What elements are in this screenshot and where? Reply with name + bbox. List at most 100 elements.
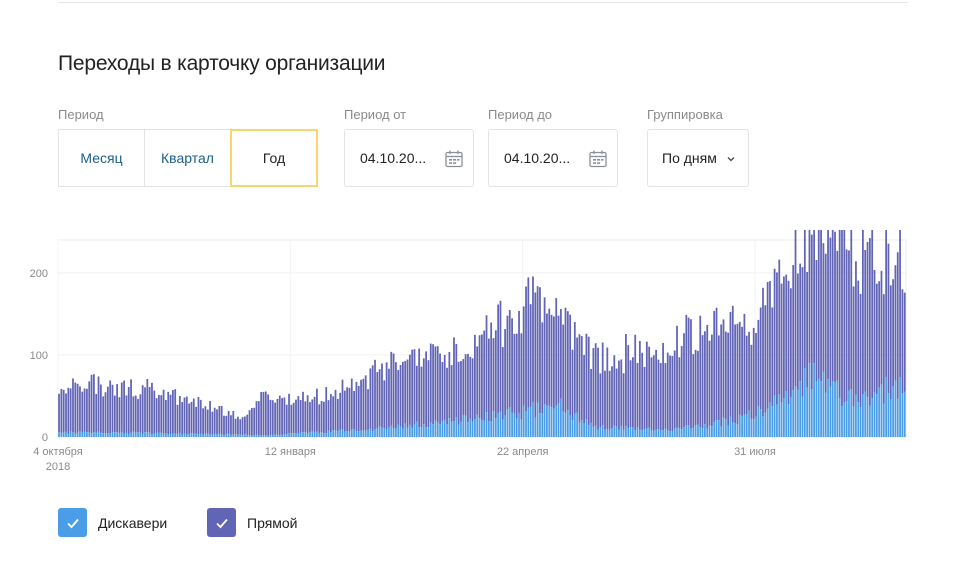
bar-direct xyxy=(255,401,258,435)
bar-discovery xyxy=(264,435,267,437)
period-month-button[interactable]: Месяц xyxy=(58,129,145,187)
bar-direct xyxy=(627,345,630,429)
bar-direct xyxy=(239,419,242,435)
bar-direct xyxy=(520,333,523,420)
bar-discovery xyxy=(69,431,72,437)
bar-direct xyxy=(620,359,623,426)
bar-discovery xyxy=(174,433,177,437)
bar-direct xyxy=(97,376,100,432)
bar-direct xyxy=(499,300,502,412)
bar-discovery xyxy=(776,404,778,437)
bar-direct xyxy=(102,396,105,434)
bar-direct xyxy=(318,404,321,433)
bar-direct xyxy=(534,292,537,418)
bar-direct xyxy=(899,230,901,378)
bar-discovery xyxy=(267,435,270,437)
bar-discovery xyxy=(478,418,481,437)
period-quarter-button[interactable]: Квартал xyxy=(144,129,231,187)
x-tick-label: 12 января xyxy=(265,446,316,458)
bar-direct xyxy=(892,279,894,387)
bar-discovery xyxy=(685,425,688,437)
bar-discovery xyxy=(852,406,855,437)
bar-discovery xyxy=(253,435,256,437)
x-tick-label: 2018 xyxy=(46,461,70,473)
bar-direct xyxy=(592,348,595,427)
bar-discovery xyxy=(843,402,846,437)
bar-direct xyxy=(167,391,170,435)
period-to-label: Период до xyxy=(488,107,553,122)
bar-direct xyxy=(436,346,439,423)
bar-direct xyxy=(134,395,137,433)
checkbox-direct[interactable] xyxy=(207,508,236,537)
bar-direct xyxy=(817,230,820,379)
bar-discovery xyxy=(441,421,444,437)
bar-direct xyxy=(144,387,146,433)
bar-direct xyxy=(357,385,360,431)
bar-direct xyxy=(857,280,860,403)
bar-discovery xyxy=(65,431,67,437)
bar-discovery xyxy=(525,411,527,437)
bar-direct xyxy=(683,333,685,428)
bar-discovery xyxy=(230,434,232,437)
bar-discovery xyxy=(446,424,448,437)
grouping-label: Группировка xyxy=(647,107,723,122)
bar-direct xyxy=(439,353,441,425)
bar-direct xyxy=(348,387,351,432)
bar-discovery xyxy=(743,414,746,437)
bar-discovery xyxy=(855,394,857,437)
bar-direct xyxy=(364,375,367,431)
bar-discovery xyxy=(120,431,123,437)
legend-item-discovery[interactable]: Дискавери xyxy=(58,508,167,537)
bar-discovery xyxy=(829,386,832,437)
bar-direct xyxy=(92,374,95,433)
bar-direct xyxy=(202,408,204,435)
period-label: Период xyxy=(58,107,104,122)
bar-discovery xyxy=(866,397,869,437)
period-year-button[interactable]: Год xyxy=(230,129,318,187)
bar-discovery xyxy=(894,380,897,437)
calendar-icon[interactable] xyxy=(444,149,464,169)
bar-discovery xyxy=(769,402,771,437)
bar-discovery xyxy=(659,430,662,437)
calendar-icon[interactable] xyxy=(588,149,608,169)
bar-direct xyxy=(86,388,88,433)
bar-discovery xyxy=(320,432,323,437)
bar-discovery xyxy=(255,434,258,437)
bar-direct xyxy=(185,396,188,435)
legend-item-direct[interactable]: Прямой xyxy=(207,508,298,537)
bar-direct xyxy=(346,387,349,432)
bar-direct xyxy=(678,357,681,429)
bar-discovery xyxy=(848,390,850,437)
date-from-field[interactable]: 04.10.20... xyxy=(344,129,474,187)
bar-direct xyxy=(831,230,834,382)
bar-direct xyxy=(680,346,683,430)
bar-discovery xyxy=(680,429,683,437)
bar-discovery xyxy=(199,433,202,437)
bar-direct xyxy=(636,362,639,428)
bar-direct xyxy=(868,238,871,406)
grouping-select[interactable]: По дням xyxy=(647,129,749,187)
bar-direct xyxy=(392,353,395,429)
bar-direct xyxy=(706,325,709,429)
bar-direct xyxy=(257,401,260,436)
bar-discovery xyxy=(97,431,100,437)
bar-discovery xyxy=(764,412,767,437)
bar-direct xyxy=(539,287,541,414)
bar-discovery xyxy=(316,431,318,437)
bar-direct xyxy=(822,243,825,372)
bar-direct xyxy=(406,359,409,428)
checkbox-discovery[interactable] xyxy=(58,508,87,537)
bar-discovery xyxy=(785,391,788,437)
bar-direct xyxy=(889,285,892,400)
bar-direct xyxy=(508,310,511,408)
bar-direct xyxy=(483,330,486,421)
bar-direct xyxy=(490,322,493,422)
bar-discovery xyxy=(806,387,809,437)
date-to-field[interactable]: 04.10.20... xyxy=(488,129,618,187)
bar-direct xyxy=(852,286,855,407)
bar-discovery xyxy=(553,408,555,437)
bar-direct xyxy=(176,404,179,434)
bar-discovery xyxy=(810,388,813,437)
bar-discovery xyxy=(269,435,272,437)
bar-direct xyxy=(123,380,125,434)
